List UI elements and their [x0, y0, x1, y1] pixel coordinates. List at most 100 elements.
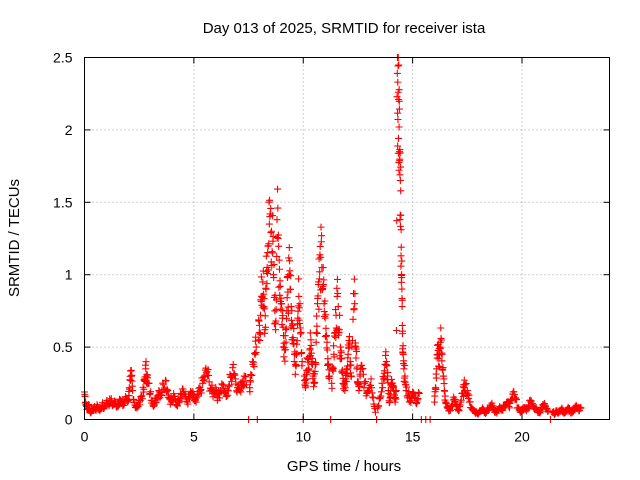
data-point	[396, 211, 404, 219]
data-point	[270, 261, 278, 269]
data-point	[313, 312, 321, 320]
data-point	[298, 362, 306, 370]
x-axis-label: GPS time / hours	[287, 458, 401, 475]
data-point	[350, 275, 358, 283]
data-point	[392, 395, 400, 403]
data-point	[528, 400, 536, 408]
data-point	[317, 238, 325, 246]
data-point	[341, 384, 349, 392]
data-point	[288, 307, 296, 315]
data-point	[330, 342, 338, 350]
data-point	[568, 409, 576, 417]
data-point	[290, 340, 298, 348]
data-point	[152, 399, 160, 407]
x-tick-label: 15	[405, 429, 421, 445]
data-point	[198, 389, 206, 397]
data-point	[268, 212, 276, 220]
data-point	[465, 391, 473, 399]
data-point	[321, 297, 329, 305]
data-point	[395, 134, 403, 142]
data-point	[279, 312, 287, 320]
data-point	[194, 392, 202, 400]
data-point	[379, 384, 387, 392]
y-tick-label: 0	[65, 412, 73, 428]
data-point	[383, 362, 391, 370]
data-point	[200, 376, 208, 384]
data-point	[304, 356, 312, 364]
data-point	[321, 333, 329, 341]
data-point	[281, 332, 289, 340]
data-point	[274, 204, 282, 212]
data-point	[394, 109, 402, 117]
data-point	[397, 163, 405, 171]
data-point	[301, 376, 309, 384]
data-point	[295, 304, 303, 312]
data-point	[125, 392, 133, 400]
data-point	[176, 395, 184, 403]
data-point	[271, 319, 279, 327]
x-tick-label: 20	[514, 429, 530, 445]
data-point	[163, 385, 171, 393]
data-point	[307, 349, 315, 357]
x-tick-label: 5	[190, 429, 198, 445]
data-point	[263, 280, 271, 288]
data-point	[273, 252, 281, 260]
data-point	[274, 185, 282, 193]
data-point	[439, 364, 447, 372]
x-tick-label: 0	[81, 429, 89, 445]
data-point	[252, 349, 260, 357]
data-point	[353, 347, 361, 355]
data-point	[291, 370, 299, 378]
data-point	[224, 387, 232, 395]
data-point	[415, 388, 423, 396]
data-point	[289, 320, 297, 328]
data-point	[397, 252, 405, 260]
data-point	[283, 315, 291, 323]
data-point	[343, 370, 351, 378]
data-point	[395, 159, 403, 167]
data-point	[307, 341, 315, 349]
data-point	[394, 78, 402, 86]
data-point	[205, 371, 213, 379]
data-point	[351, 290, 359, 298]
data-point	[437, 324, 445, 332]
data-point	[392, 387, 400, 395]
data-point	[394, 142, 402, 150]
data-point	[167, 398, 175, 406]
data-point	[395, 61, 403, 69]
data-point	[358, 361, 366, 369]
data-point	[377, 388, 385, 396]
data-point	[269, 271, 277, 279]
data-point	[240, 382, 248, 390]
data-point	[274, 231, 282, 239]
data-point	[437, 336, 445, 344]
data-point	[400, 374, 408, 382]
data-point	[284, 303, 292, 311]
data-point	[398, 285, 406, 293]
data-point	[311, 379, 319, 387]
data-point	[312, 338, 320, 346]
data-point	[289, 334, 297, 342]
data-point	[302, 379, 310, 387]
data-point	[349, 315, 357, 323]
data-point	[298, 349, 306, 357]
data-point	[362, 392, 370, 400]
data-point	[262, 252, 270, 260]
data-point	[275, 265, 283, 273]
data-point	[231, 371, 239, 379]
data-point	[462, 380, 470, 388]
data-point	[395, 166, 403, 174]
data-point	[395, 105, 403, 113]
data-point	[454, 406, 462, 414]
data-point	[276, 277, 284, 285]
data-point	[257, 311, 265, 319]
x-tick-label: 10	[295, 429, 311, 445]
data-point	[284, 273, 292, 281]
y-tick-label: 1	[65, 267, 73, 283]
y-tick-label: 0.5	[53, 339, 73, 355]
data-point	[360, 384, 368, 392]
data-point	[395, 97, 403, 105]
data-point	[145, 379, 153, 387]
data-point	[314, 292, 322, 300]
data-point	[350, 305, 358, 313]
